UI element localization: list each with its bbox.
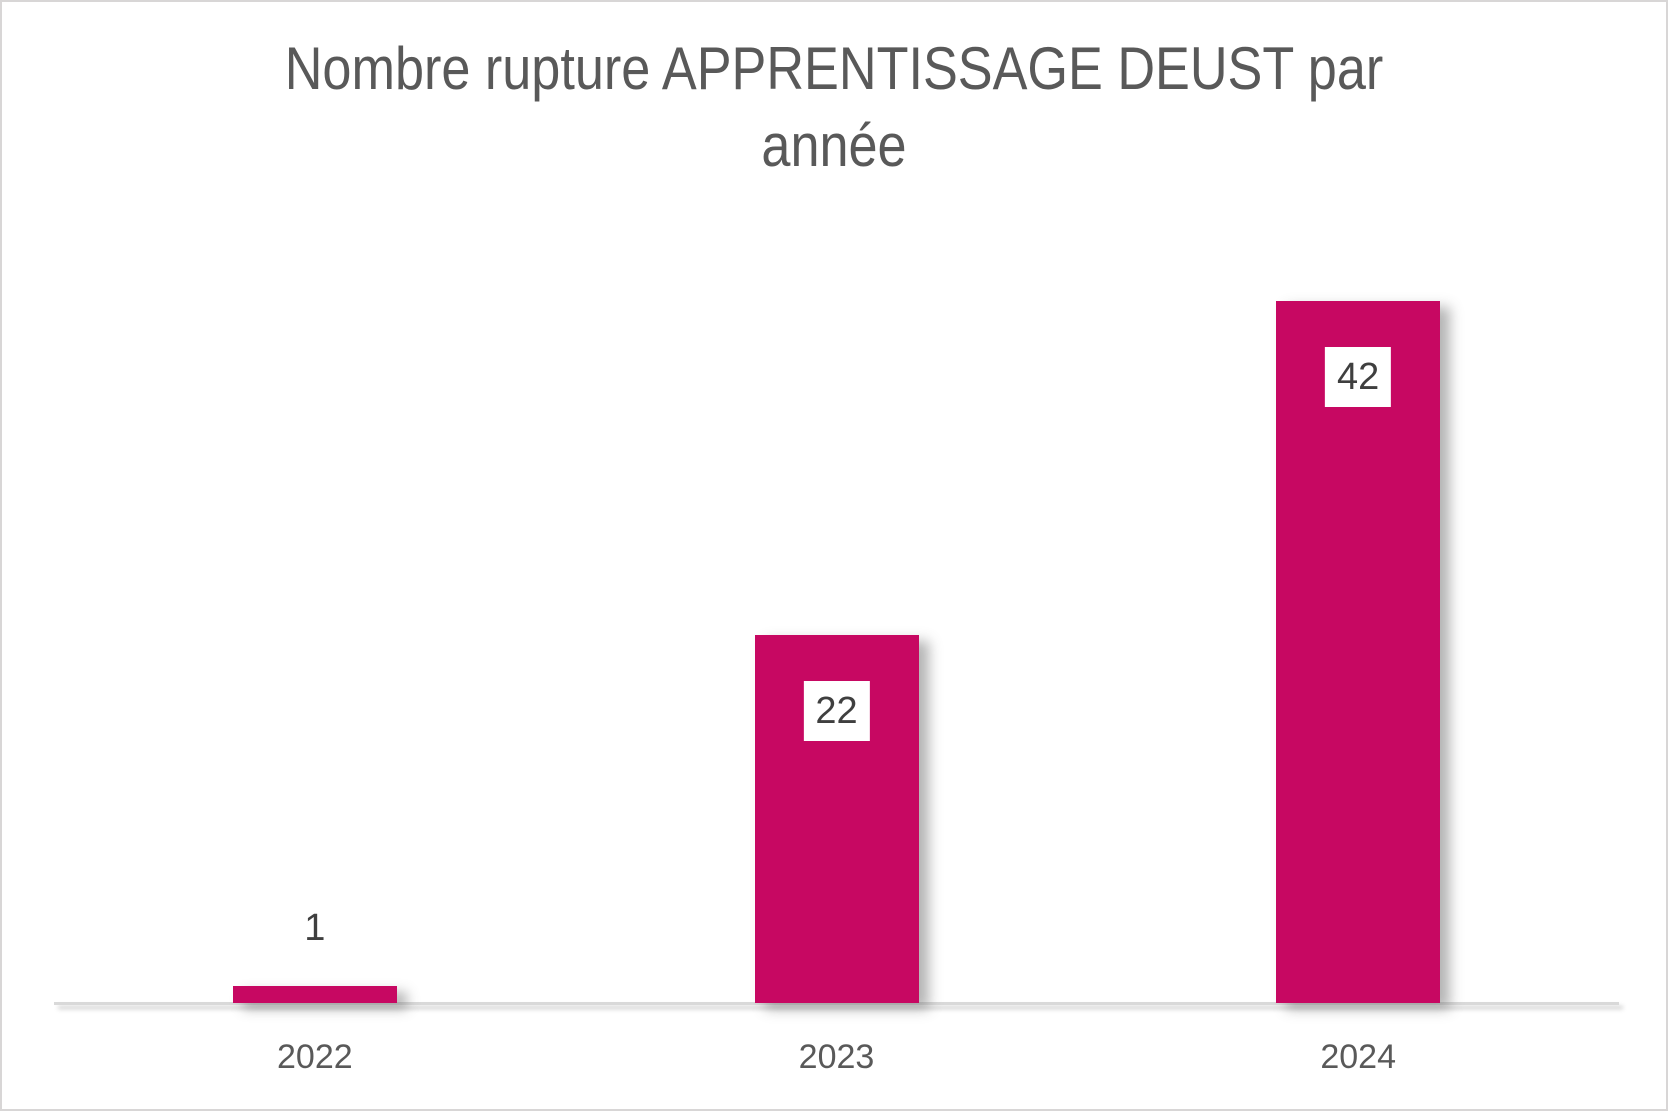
x-tick-label-2023: 2023 xyxy=(798,1038,875,1076)
bar-2022 xyxy=(232,986,397,1003)
bar-label-2022: 1 xyxy=(292,898,338,958)
chart-title: Nombre rupture APPRENTISSAGE DEUST par a… xyxy=(284,35,1384,179)
bar-2024 xyxy=(1276,301,1441,1003)
x-axis-line xyxy=(54,1002,1619,1005)
bar-label-2024: 42 xyxy=(1325,347,1392,407)
x-tick-label-2024: 2024 xyxy=(1320,1038,1396,1076)
x-tick-label-2022: 2022 xyxy=(277,1038,353,1076)
bar-label-2023: 22 xyxy=(803,681,870,741)
